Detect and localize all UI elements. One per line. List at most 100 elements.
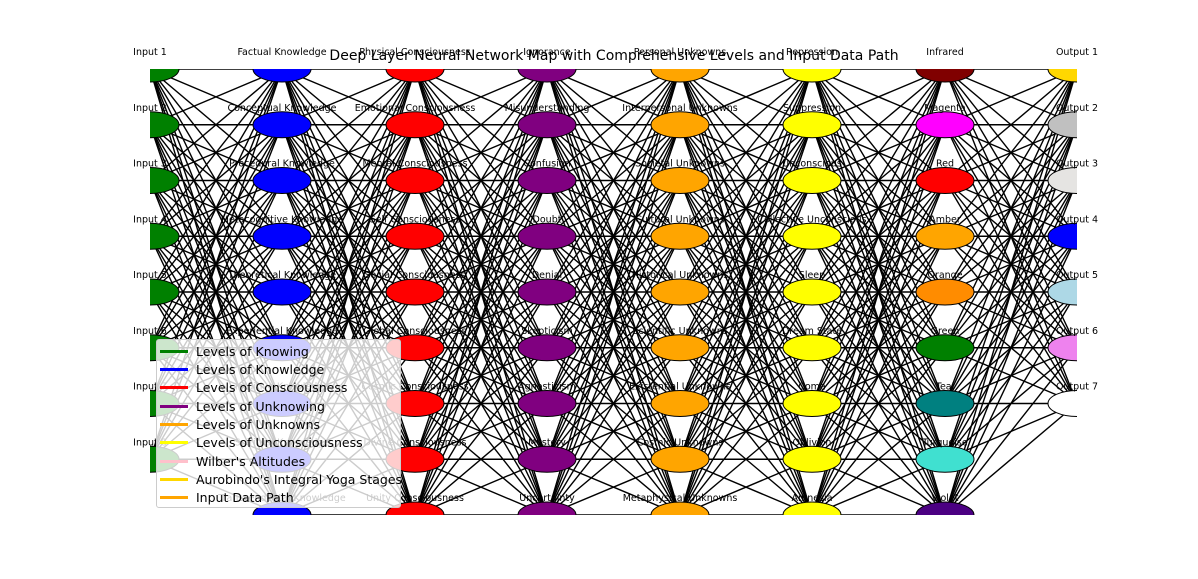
edge-3-8-5 bbox=[546, 347, 681, 515]
node-label-3-0: Ignorance bbox=[523, 47, 571, 58]
edge-4-8-6 bbox=[679, 402, 813, 515]
node-label-6-7: Turquoise bbox=[921, 437, 968, 448]
legend-label: Levels of Consciousness bbox=[196, 380, 348, 396]
edge-5-8-7 bbox=[811, 458, 946, 515]
edge-2-5-0 bbox=[414, 69, 548, 349]
edge-0-1-0 bbox=[150, 69, 283, 126]
node-label-4-2: Societal Unknowns bbox=[635, 159, 725, 170]
node-2-1 bbox=[385, 111, 445, 139]
edge-1-5-0 bbox=[281, 69, 416, 349]
node-6-6 bbox=[915, 390, 975, 417]
node-label-5-6: Coma bbox=[798, 382, 826, 393]
edge-4-7-0 bbox=[679, 69, 813, 460]
edge-3-8-4 bbox=[546, 291, 681, 515]
node-label-5-7: Oblivion bbox=[793, 437, 832, 448]
node-4-3 bbox=[650, 222, 710, 250]
legend-swatch bbox=[160, 459, 188, 463]
edge-3-8-0 bbox=[546, 69, 681, 515]
edge-5-8-1 bbox=[811, 124, 946, 515]
node-5-6 bbox=[782, 390, 842, 417]
node-label-0-6: Input 7 bbox=[133, 382, 167, 393]
node-label-4-1: Interpersonal Unknowns bbox=[622, 103, 737, 114]
node-3-7 bbox=[517, 445, 577, 473]
node-5-2 bbox=[782, 167, 842, 194]
edge-2-8-0 bbox=[414, 69, 548, 515]
node-label-7-6: Output 7 bbox=[1056, 382, 1098, 393]
edge-4-5-0 bbox=[679, 69, 813, 349]
legend-item: Levels of Knowledge bbox=[157, 360, 400, 378]
node-6-7 bbox=[915, 445, 975, 473]
edge-1-3-0 bbox=[281, 69, 416, 237]
legend-item: Levels of Unknowing bbox=[157, 397, 400, 415]
node-label-1-4: Theoretical Knowledge bbox=[227, 270, 336, 281]
node-3-8 bbox=[517, 501, 577, 515]
node-label-0-7: Input 8 bbox=[133, 437, 167, 448]
edge-6-4-0 bbox=[944, 69, 1077, 293]
node-label-1-1: Conceptual Knowledge bbox=[227, 103, 336, 114]
edge-4-1-0 bbox=[679, 69, 813, 126]
edge-0-5-0 bbox=[150, 69, 283, 349]
edge-4-8-7 bbox=[679, 458, 813, 515]
legend-item: Aurobindo's Integral Yoga Stages bbox=[157, 470, 402, 488]
node-label-1-0: Factual Knowledge bbox=[237, 47, 326, 58]
node-1-1 bbox=[252, 111, 312, 139]
node-label-2-5: Global Consciousness bbox=[363, 326, 466, 337]
edge-6-8-4 bbox=[944, 291, 1077, 515]
edge-2-8-6 bbox=[414, 402, 548, 515]
edge-5-8-5 bbox=[811, 347, 946, 515]
node-label-0-4: Input 5 bbox=[133, 270, 167, 281]
node-1-3 bbox=[252, 222, 312, 250]
edge-3-8-6 bbox=[546, 402, 681, 515]
edge-3-1-0 bbox=[546, 69, 681, 126]
legend-label: Levels of Unknowing bbox=[196, 398, 325, 414]
legend-swatch bbox=[160, 441, 188, 445]
node-label-7-3: Output 4 bbox=[1056, 214, 1098, 225]
legend-swatch bbox=[160, 368, 188, 372]
node-labels: Input 1 Input 2 Input 3 Input 4 Input 5 Input… bbox=[133, 47, 1098, 504]
edge-6-1-0 bbox=[944, 69, 1077, 126]
edge-1-1-0 bbox=[281, 69, 416, 126]
node-7-6 bbox=[1047, 390, 1077, 417]
edge-2-3-0 bbox=[414, 69, 548, 237]
edge-6-8-3 bbox=[944, 235, 1077, 515]
node-3-6 bbox=[517, 390, 577, 417]
node-6-3 bbox=[915, 222, 975, 250]
node-label-5-3: Collective Unconscious bbox=[757, 214, 866, 225]
node-label-4-7: Cosmic Unknowns bbox=[637, 437, 724, 448]
node-6-4 bbox=[915, 278, 975, 306]
legend-label: Wilber's Altitudes bbox=[196, 453, 306, 469]
legend-swatch bbox=[160, 423, 188, 427]
node-label-6-0: Infrared bbox=[926, 47, 963, 58]
edge-0-2-0 bbox=[150, 69, 283, 182]
node-label-5-5: Dream State bbox=[782, 326, 842, 337]
node-3-3 bbox=[517, 222, 577, 250]
node-label-2-2: Mental Consciousness bbox=[362, 159, 467, 170]
node-7-5 bbox=[1047, 334, 1077, 362]
node-label-3-3: Doubt bbox=[533, 214, 562, 225]
edge-4-8-4 bbox=[679, 291, 813, 515]
node-label-1-2: Procedural Knowledge bbox=[229, 159, 335, 170]
edge-3-8-1 bbox=[546, 124, 681, 515]
node-5-1 bbox=[782, 111, 842, 139]
node-label-0-1: Input 2 bbox=[133, 103, 167, 114]
legend-swatch bbox=[160, 386, 188, 390]
node-label-1-5: Experiential Knowledge bbox=[226, 326, 338, 337]
edge-1-4-0 bbox=[281, 69, 416, 293]
edge-4-3-0 bbox=[679, 69, 813, 237]
edge-6-7-0 bbox=[944, 69, 1077, 460]
edge-4-8-5 bbox=[679, 347, 813, 515]
node-4-1 bbox=[650, 111, 710, 139]
legend-item: Levels of Knowing bbox=[157, 342, 400, 360]
node-4-0 bbox=[650, 69, 710, 83]
legend-swatch bbox=[160, 496, 188, 500]
edge-0-3-0 bbox=[150, 69, 283, 237]
node-label-6-2: Red bbox=[936, 159, 954, 170]
edge-2-8-1 bbox=[414, 124, 548, 515]
edge-5-5-0 bbox=[811, 69, 946, 349]
legend-item: Levels of Unknowns bbox=[157, 415, 400, 433]
node-label-6-1: Magenta bbox=[924, 103, 965, 114]
node-4-4 bbox=[650, 278, 710, 306]
node-5-7 bbox=[782, 445, 842, 473]
node-label-4-6: Existential Unknowns bbox=[629, 382, 731, 393]
edge-4-8-1 bbox=[679, 124, 813, 515]
